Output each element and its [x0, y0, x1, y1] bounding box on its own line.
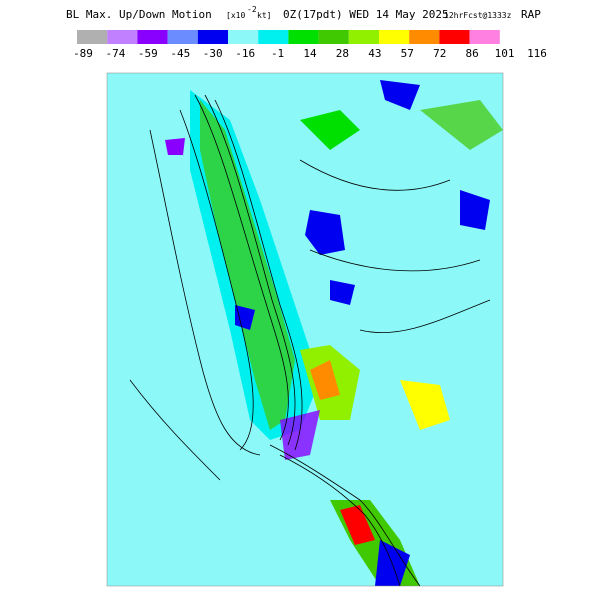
forecast: 12hrFcst@1333z [444, 11, 512, 20]
downward-area [165, 138, 185, 155]
colorbar-label: 72 [433, 47, 446, 60]
model: RAP [521, 8, 541, 21]
ocean [107, 73, 150, 430]
colorbar-label: -45 [170, 47, 190, 60]
downward-area [305, 210, 345, 255]
colorbar-label: -74 [105, 47, 125, 60]
downward-area [235, 305, 255, 330]
colorbar-label: 43 [368, 47, 381, 60]
upward-area [340, 505, 375, 545]
colorbar-box [258, 30, 289, 44]
units-suffix: kt] [257, 11, 271, 20]
colorbar-box [137, 30, 168, 44]
terrain-band [200, 100, 295, 430]
colorbar-label: -16 [235, 47, 255, 60]
colorbar-box [318, 30, 349, 44]
colorbar-box [77, 30, 108, 44]
contours [129, 94, 491, 587]
colorbar-label: -30 [203, 47, 223, 60]
colorbar-label: 86 [466, 47, 479, 60]
colorbar-box [197, 30, 228, 44]
run-time: 0Z(17pdt) WED 14 May 2025 [283, 8, 449, 21]
upward-area [310, 360, 340, 400]
colorbar: -89 -74 -59 -45 -30 -16 -1 14 28 43 57 72 86 101 116 [73, 30, 547, 60]
colorbar-label: -1 [271, 47, 284, 60]
colorbar-box [409, 30, 440, 44]
colorbar-box [107, 30, 138, 44]
colorbar-box [379, 30, 410, 44]
colorbar-label: 14 [303, 47, 317, 60]
colorbar-label: 101 [495, 47, 515, 60]
colorbar-box [469, 30, 500, 44]
downward-area [375, 540, 410, 586]
colorbar-box [167, 30, 198, 44]
map-border [106, 72, 504, 587]
colorbar-label: 28 [336, 47, 349, 60]
map [106, 72, 504, 587]
terrain-band [300, 110, 360, 150]
units-prefix: [x10 [226, 11, 245, 20]
colorbar-label: -59 [138, 47, 158, 60]
units-exponent: -2 [247, 5, 257, 14]
downward-area [280, 410, 320, 460]
downward-area [460, 190, 490, 230]
map-background [107, 73, 503, 586]
colorbar-box [228, 30, 259, 44]
colorbar-box [439, 30, 470, 44]
downward-area [330, 280, 355, 305]
colorbar-label: -89 [73, 47, 93, 60]
terrain-band [420, 100, 503, 150]
colorbar-box [288, 30, 319, 44]
colorbar-box [348, 30, 379, 44]
title: BL Max. Up/Down Motion [66, 8, 212, 21]
downward-area [380, 80, 420, 110]
colorbar-label: 116 [527, 47, 547, 60]
colorbar-label: 57 [401, 47, 414, 60]
upward-area [400, 380, 450, 430]
